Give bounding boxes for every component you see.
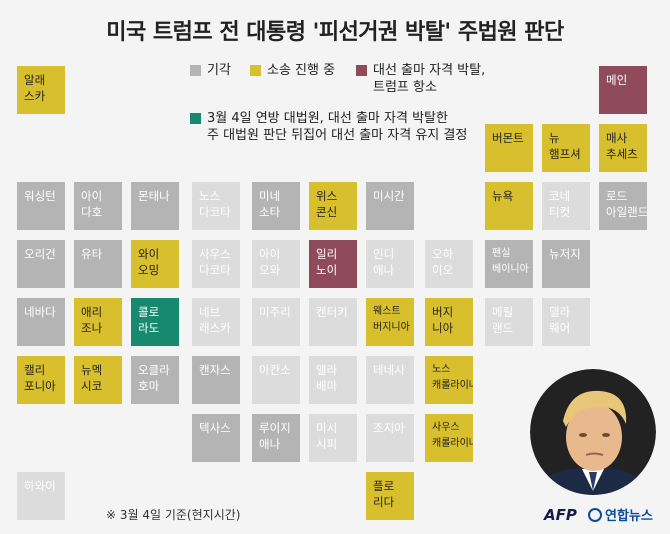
tile-utah: 유타 bbox=[74, 240, 122, 288]
tile-mississippi: 미시 시피 bbox=[309, 414, 357, 462]
tile-texas: 텍사스 bbox=[192, 414, 240, 462]
tile-maine: 메인 bbox=[599, 66, 647, 114]
tile-ohio: 오하 이오 bbox=[425, 240, 473, 288]
tile-maryland: 메릴 랜드 bbox=[485, 298, 533, 346]
tile-florida: 플로 리다 bbox=[366, 472, 414, 520]
tile-colorado: 콜로 라도 bbox=[131, 298, 179, 346]
tile-south-carolina: 사우스 캐롤라이나 bbox=[425, 414, 473, 462]
tile-california: 캘리 포니아 bbox=[17, 356, 65, 404]
tile-connecticut: 코네 티컷 bbox=[542, 182, 590, 230]
legend-swatch-gray bbox=[190, 65, 201, 76]
legend-disqualified: 대선 출마 자격 박탈, 트럼프 항소 bbox=[356, 62, 485, 96]
portrait-photo bbox=[530, 369, 656, 495]
tile-new-jersey: 뉴저지 bbox=[542, 240, 590, 288]
tile-oregon: 오리건 bbox=[17, 240, 65, 288]
tile-indiana: 인디 애나 bbox=[366, 240, 414, 288]
legend-line: 3월 4일 연방 대법원, 대선 출마 자격 박탈한 bbox=[207, 111, 448, 126]
tile-new-york: 뉴욕 bbox=[485, 182, 533, 230]
tile-north-carolina: 노스 캐롤라이나 bbox=[425, 356, 473, 404]
tile-wisconsin: 위스 콘신 bbox=[309, 182, 357, 230]
tile-nevada: 네바다 bbox=[17, 298, 65, 346]
tile-iowa: 아이 오와 bbox=[252, 240, 300, 288]
tile-south-dakota: 사우스 다코타 bbox=[192, 240, 240, 288]
legend-label: 3월 4일 연방 대법원, 대선 출마 자격 박탈한 주 대법원 판단 뒤집어 … bbox=[207, 110, 467, 144]
page-title: 미국 트럼프 전 대통령 '피선거권 박탈' 주법원 판단 bbox=[106, 20, 564, 45]
tile-tennessee: 테네시 bbox=[366, 356, 414, 404]
tile-kentucky: 켄터키 bbox=[309, 298, 357, 346]
portrait-graphic bbox=[530, 369, 656, 495]
tile-massachusetts: 매사 추세츠 bbox=[599, 124, 647, 172]
tile-georgia: 조지아 bbox=[366, 414, 414, 462]
tile-pennsylvania: 펜실 베이니아 bbox=[485, 240, 533, 288]
tile-illinois: 일리 노이 bbox=[309, 240, 357, 288]
legend-line: 트럼프 항소 bbox=[373, 80, 437, 95]
date-note: ※ 3월 4일 기준(현지시간) bbox=[106, 508, 241, 522]
tile-wyoming: 와이 오밍 bbox=[131, 240, 179, 288]
legend-line: 대선 출마 자격 박탈, bbox=[373, 63, 486, 78]
tile-alaska: 알래 스카 bbox=[17, 66, 65, 114]
legend-label: 소송 진행 중 bbox=[267, 63, 336, 78]
tile-idaho: 아이 다호 bbox=[74, 182, 122, 230]
legend-label: 기각 bbox=[207, 63, 231, 78]
legend-swatch-maroon bbox=[356, 65, 367, 76]
tile-west-virginia: 웨스트 버지니아 bbox=[366, 298, 414, 346]
legend-line: 주 대법원 판단 뒤집어 대선 출마 자격 유지 결정 bbox=[207, 128, 468, 143]
legend-in-litigation: 소송 진행 중 bbox=[250, 62, 335, 79]
tile-north-dakota: 노스 다코타 bbox=[192, 182, 240, 230]
tile-oklahoma: 오클라 호마 bbox=[131, 356, 179, 404]
tile-new-hampshire: 뉴 햄프셔 bbox=[542, 124, 590, 172]
tile-alabama: 앨라 배마 bbox=[309, 356, 357, 404]
tile-montana: 몬태나 bbox=[131, 182, 179, 230]
legend-swatch-teal bbox=[190, 113, 201, 124]
legend-overturned: 3월 4일 연방 대법원, 대선 출마 자격 박탈한 주 대법원 판단 뒤집어 … bbox=[190, 110, 467, 144]
tile-louisiana: 루이지 애나 bbox=[252, 414, 300, 462]
tile-missouri: 미주리 bbox=[252, 298, 300, 346]
yonhap-mark-icon bbox=[588, 507, 602, 522]
tile-minnesota: 미네 소타 bbox=[252, 182, 300, 230]
tile-hawaii: 하와이 bbox=[17, 472, 65, 520]
legend-label: 대선 출마 자격 박탈, 트럼프 항소 bbox=[373, 62, 485, 96]
tile-vermont: 버몬트 bbox=[485, 124, 533, 172]
tile-delaware: 델라 웨어 bbox=[542, 298, 590, 346]
legend-abandoned: 기각 bbox=[190, 62, 231, 79]
tile-kansas: 캔자스 bbox=[192, 356, 240, 404]
tile-new-mexico: 뉴멕 시코 bbox=[74, 356, 122, 404]
tile-nebraska: 네브 래스카 bbox=[192, 298, 240, 346]
legend-swatch-gold bbox=[250, 65, 261, 76]
tile-arkansas: 아칸소 bbox=[252, 356, 300, 404]
yonhap-logo-text: 연합뉴스 bbox=[605, 509, 653, 524]
tile-michigan: 미시간 bbox=[366, 182, 414, 230]
tile-arizona: 애리 조나 bbox=[74, 298, 122, 346]
tile-rhode-island: 로드 아일랜드 bbox=[599, 182, 647, 230]
afp-logo: AFP bbox=[544, 506, 577, 524]
tile-virginia: 버지 니아 bbox=[425, 298, 473, 346]
tile-washington: 워싱턴 bbox=[17, 182, 65, 230]
yonhap-logo: 연합뉴스 bbox=[588, 505, 653, 524]
